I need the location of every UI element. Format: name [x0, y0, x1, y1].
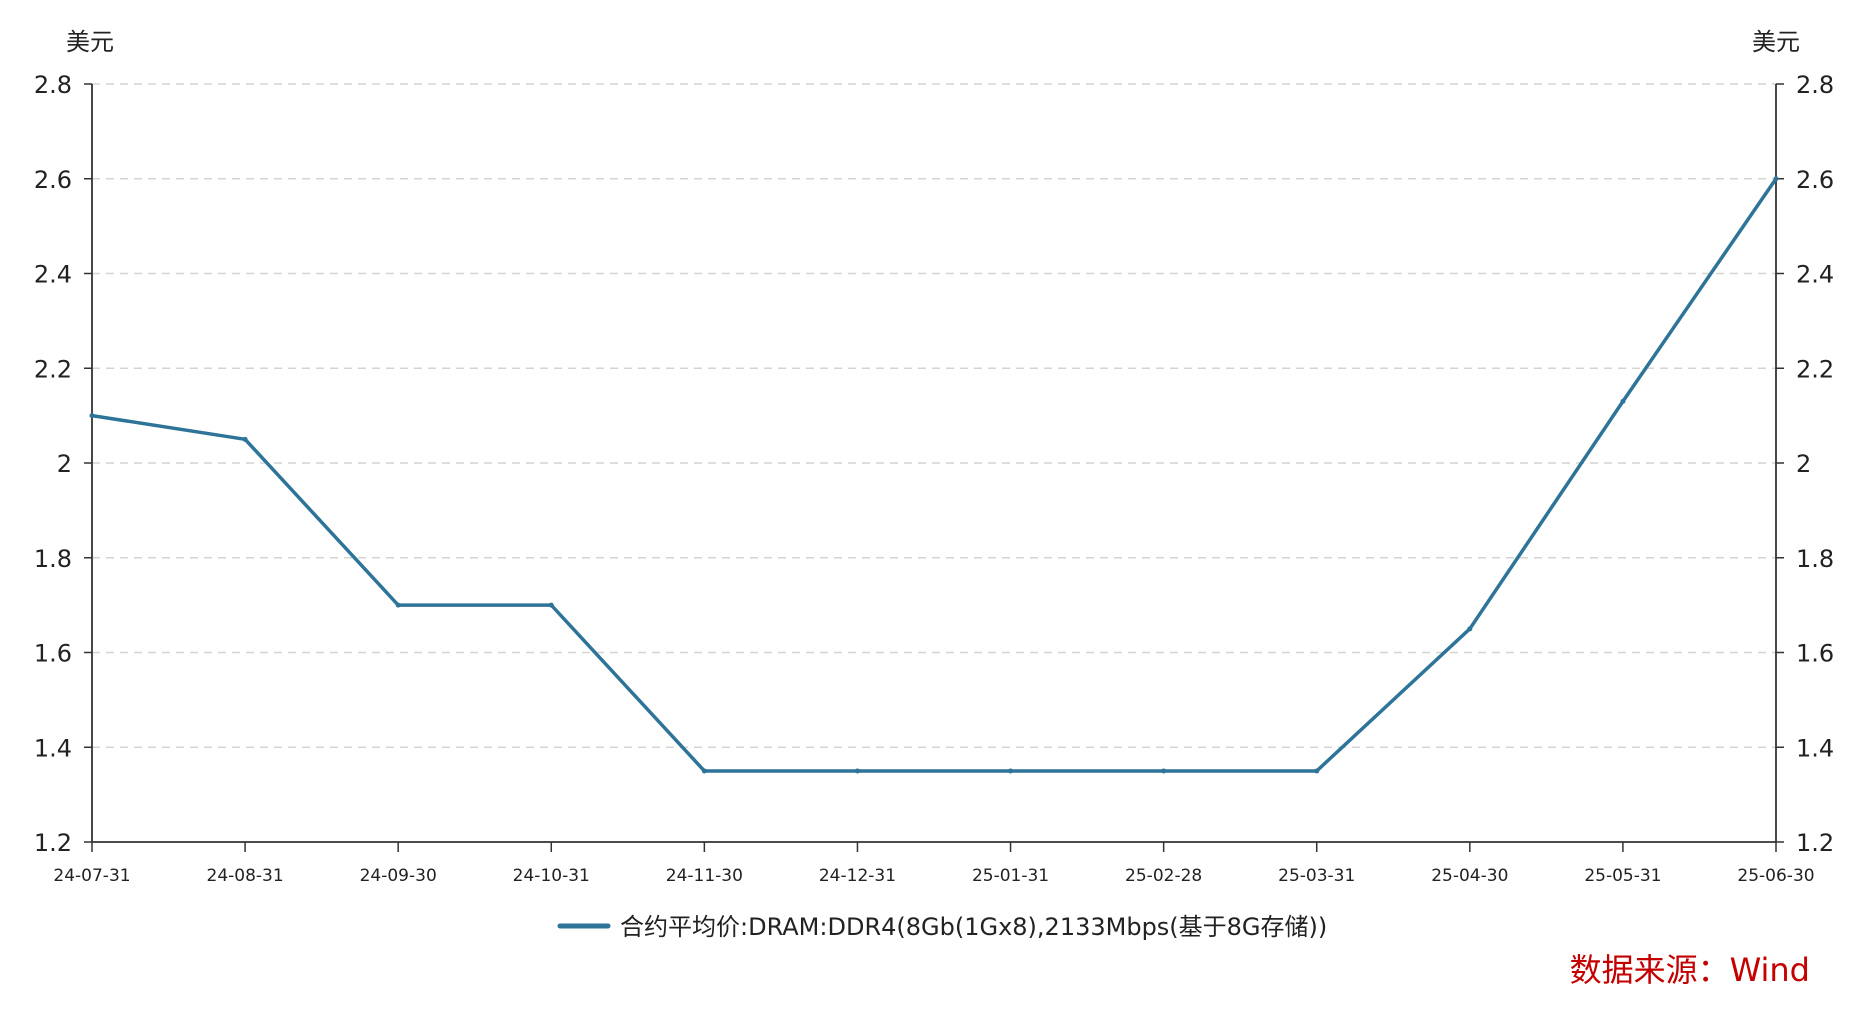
- data-point: [701, 768, 707, 774]
- x-tick-label: 25-05-31: [1584, 866, 1661, 886]
- y-tick-label-right: 2.4: [1796, 261, 1834, 289]
- data-point: [89, 413, 95, 419]
- y-tick-label-left: 1.6: [34, 640, 72, 668]
- y-tick-label-left: 1.2: [34, 829, 72, 857]
- source-note: 数据来源：Wind: [1569, 951, 1810, 989]
- y-tick-label-left: 2.4: [34, 261, 72, 289]
- y-tick-label-left: 2.2: [34, 355, 72, 383]
- series: [89, 176, 1779, 774]
- data-point: [1773, 176, 1779, 182]
- y-tick-label-right: 1.2: [1796, 829, 1834, 857]
- data-point: [548, 602, 554, 608]
- y-tick-label-right: 1.8: [1796, 545, 1834, 573]
- grid-lines: [92, 83, 1776, 748]
- y-axis-unit-left: 美元: [66, 28, 114, 56]
- x-tick-label: 24-09-30: [360, 866, 437, 886]
- axes: [84, 83, 1784, 852]
- y-tick-label-right: 1.6: [1796, 640, 1834, 668]
- x-tick-label: 25-01-31: [972, 866, 1049, 886]
- series-line: [90, 177, 1778, 773]
- y-tick-label-right: 2.2: [1796, 355, 1834, 383]
- y-tick-label-right: 2: [1796, 450, 1811, 478]
- data-point: [242, 436, 248, 442]
- data-point: [1008, 768, 1014, 774]
- y-tick-label-right: 2.6: [1796, 166, 1834, 194]
- y-tick-label-right: 1.4: [1796, 734, 1834, 762]
- x-tick-label: 25-04-30: [1431, 866, 1508, 886]
- tick-labels: 1.2 1.2 1.4 1.4 1.6 1.6 1.8 1.8 2 2 2.2 2.2 2.4 2.4 2.…: [34, 28, 1834, 886]
- legend-label: 合约平均价:DRAM:DDR4(8Gb(1Gx8),2133Mbps(基于8G存…: [620, 913, 1327, 941]
- data-point: [1314, 768, 1320, 774]
- x-tick-label: 25-02-28: [1125, 866, 1202, 886]
- x-tick-label: 24-12-31: [819, 866, 896, 886]
- data-point: [1620, 398, 1626, 404]
- x-tick-label: 24-07-31: [53, 866, 130, 886]
- x-tick-label: 24-11-30: [666, 866, 743, 886]
- data-point: [854, 768, 860, 774]
- y-tick-label-right: 2.8: [1796, 71, 1834, 99]
- y-tick-label-left: 1.4: [34, 734, 72, 762]
- x-tick-label: 25-06-30: [1737, 866, 1814, 886]
- y-tick-label-left: 1.8: [34, 545, 72, 573]
- x-tick-label: 25-03-31: [1278, 866, 1355, 886]
- x-tick-label: 24-08-31: [207, 866, 284, 886]
- data-point: [1467, 626, 1473, 632]
- legend: 合约平均价:DRAM:DDR4(8Gb(1Gx8),2133Mbps(基于8G存…: [557, 913, 1327, 941]
- data-point: [395, 602, 401, 608]
- y-tick-label-left: 2: [57, 450, 72, 478]
- y-axis-unit-right: 美元: [1752, 28, 1800, 56]
- y-tick-label-left: 2.6: [34, 166, 72, 194]
- data-point: [1161, 768, 1167, 774]
- y-tick-label-left: 2.8: [34, 71, 72, 99]
- x-tick-label: 24-10-31: [513, 866, 590, 886]
